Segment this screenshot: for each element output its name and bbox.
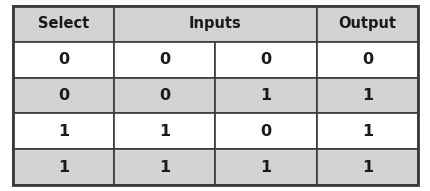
Text: 1: 1 [361,160,372,175]
Bar [114,42,215,78]
Bar [215,78,316,113]
Bar [316,6,417,42]
Text: 0: 0 [260,52,271,67]
Bar [13,113,114,149]
Text: 0: 0 [159,52,170,67]
Bar [316,78,417,113]
Text: 0: 0 [159,88,170,103]
Text: Select: Select [38,16,89,31]
Text: 0: 0 [58,88,69,103]
Text: 1: 1 [159,124,170,139]
Text: 1: 1 [159,160,170,175]
Bar [215,42,316,78]
Bar [13,149,114,185]
Bar [215,149,316,185]
Bar [13,78,114,113]
Bar [114,149,215,185]
Bar [316,149,417,185]
Text: 0: 0 [260,124,271,139]
Bar [13,6,114,42]
Text: 0: 0 [58,52,69,67]
Bar [215,113,316,149]
Text: Output: Output [338,16,396,31]
Text: 0: 0 [361,52,372,67]
Text: 1: 1 [58,160,69,175]
Text: Inputs: Inputs [189,16,241,31]
Bar [114,78,215,113]
Text: 1: 1 [260,88,271,103]
Text: 1: 1 [260,160,271,175]
Bar [316,42,417,78]
Text: 1: 1 [361,124,372,139]
Bar [114,113,215,149]
Text: 1: 1 [58,124,69,139]
Text: 1: 1 [361,88,372,103]
Bar [13,42,114,78]
Bar [114,6,316,42]
Bar [316,113,417,149]
